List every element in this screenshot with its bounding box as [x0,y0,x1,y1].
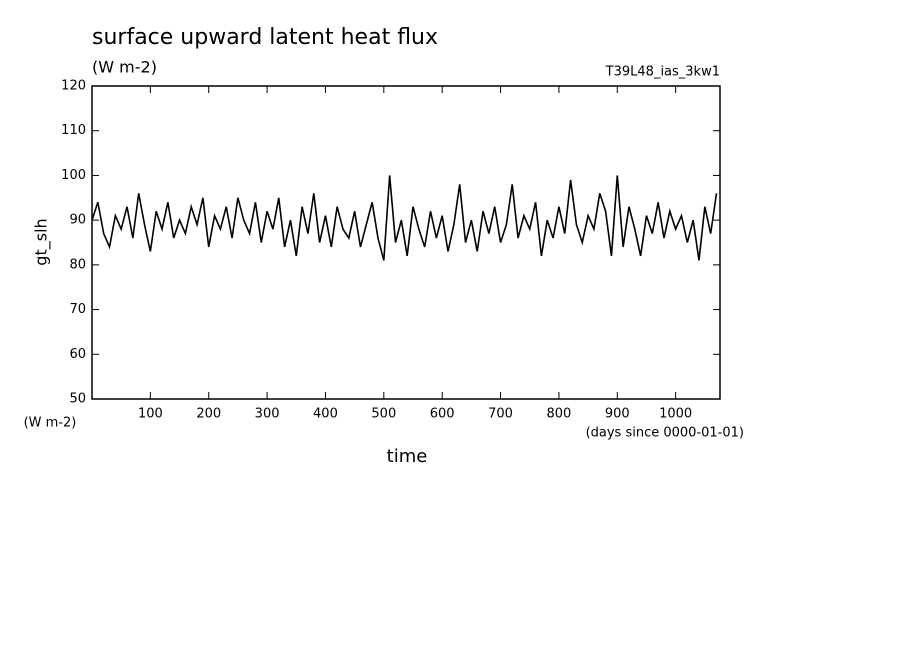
y-tick-label: 60 [69,347,86,362]
y-axis-label: gt_slh [32,218,52,265]
y-tick-label: 110 [61,123,86,138]
data-line [91,175,718,261]
run-label: T39L48_ias_3kw1 [605,65,720,80]
y-tick-label: 80 [69,257,86,272]
y-tick-label: 100 [61,168,86,183]
x-tick-label: 400 [313,407,338,422]
y-tick-label: 120 [61,79,86,94]
chart-title: surface upward latent heat flux [92,25,438,50]
y-tick-label: 70 [69,302,86,317]
x-tick-label: 800 [547,407,572,422]
x-tick-label: 200 [196,407,221,422]
chart-subtitle: (W m-2) [92,58,157,77]
y-tick-label: 50 [69,392,86,407]
y-tick-label: 90 [69,213,86,228]
x-tick-label: 600 [430,407,455,422]
x-tick-label: 700 [488,407,513,422]
x-axis-label: time [387,446,428,467]
plot-frame [91,85,721,400]
x-tick-label: 500 [371,407,396,422]
x-tick-label: 300 [255,407,280,422]
x-tick-label: 900 [605,407,630,422]
x-unit: (days since 0000-01-01) [586,426,744,441]
y-unit: (W m-2) [24,416,77,431]
x-tick-label: 1000 [659,407,692,422]
x-tick-label: 100 [138,407,163,422]
